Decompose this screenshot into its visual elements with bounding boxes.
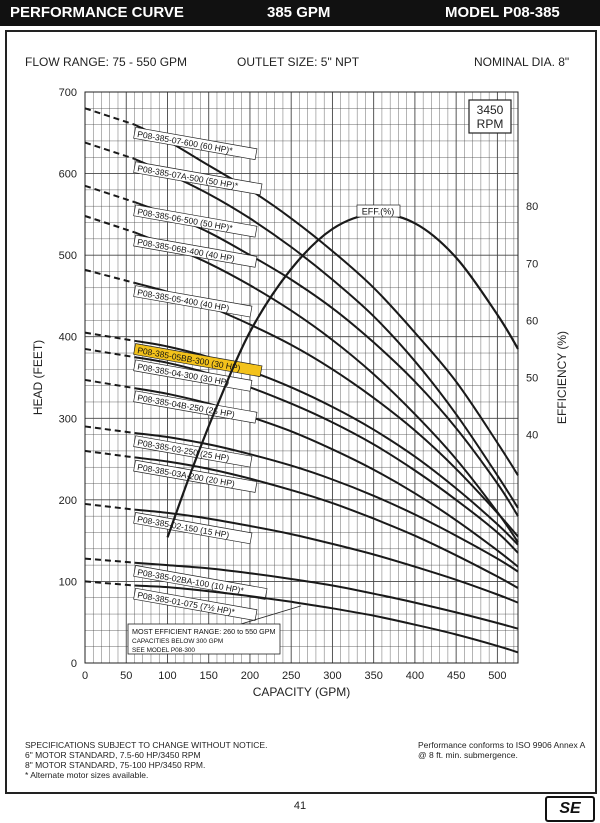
outlet-size: OUTLET SIZE: 5" NPT — [237, 55, 360, 69]
series-label-box — [133, 161, 263, 196]
model-label: MODEL P08-385 — [445, 4, 560, 21]
y-tick-label: 0 — [71, 658, 77, 670]
flow-range: FLOW RANGE: 75 - 550 GPM — [25, 55, 188, 69]
annotation-line: MOST EFFICIENT RANGE: 260 to 550 GPM — [132, 627, 276, 636]
series-dashed-start — [84, 268, 135, 284]
series-dashed-start — [84, 141, 135, 160]
x-tick-label: 0 — [82, 670, 88, 682]
note-line: * Alternate motor sizes available. — [25, 770, 149, 780]
series-dashed-start — [84, 502, 135, 511]
x-tick-label: 350 — [364, 670, 382, 682]
series-label-box — [133, 234, 258, 268]
series-line — [134, 561, 519, 630]
x-tick-label: 450 — [447, 670, 465, 682]
title: PERFORMANCE CURVE — [10, 4, 184, 21]
series-line — [134, 231, 519, 543]
efficiency-label-text: EFF.(%) — [362, 207, 395, 217]
x-tick-label: 300 — [323, 670, 341, 682]
series-line — [134, 356, 519, 554]
series-label-box — [133, 459, 258, 493]
y-tick-label: 700 — [59, 87, 77, 99]
x-tick-label: 100 — [158, 670, 176, 682]
x-tick-label: 150 — [200, 670, 218, 682]
page-number: 41 — [293, 800, 307, 812]
rpm-label: 3450 — [477, 103, 504, 117]
series-dashed-start — [84, 425, 135, 434]
gpm-label: 385 GPM — [267, 4, 331, 21]
efficient-range-note: MOST EFFICIENT RANGE: 260 to 550 GPM CAPA… — [127, 605, 302, 655]
rpm-frame — [468, 99, 512, 134]
series-dashed-start — [84, 331, 135, 342]
series-line — [134, 123, 519, 476]
series-dashed-start — [84, 184, 135, 204]
series-dashed-start — [84, 557, 135, 564]
y-tick-label: 100 — [59, 576, 77, 588]
series-label-box — [133, 126, 258, 161]
series-label-box — [133, 435, 253, 468]
series-line — [134, 584, 519, 654]
x-axis-label: CAPACITY (GPM) — [253, 685, 351, 699]
series-line — [134, 157, 519, 509]
y-axis-label: HEAD (FEET) — [31, 340, 45, 415]
series-line — [134, 432, 519, 573]
annotation-box — [127, 623, 281, 655]
series-label-box — [133, 204, 258, 238]
note-line: 8" MOTOR STANDARD, 75-100 HP/3450 RPM. — [25, 760, 206, 770]
header-bar: PERFORMANCE CURVE 385 GPM MODEL P08-385 — [0, 0, 600, 26]
series-line — [134, 508, 519, 604]
note-line: @ 8 ft. min. submergence. — [418, 750, 518, 760]
annotation-line: CAPACITIES BELOW 300 GPM — [132, 638, 223, 645]
y2-tick-label: 70 — [526, 258, 538, 270]
brand-logo: SE — [545, 796, 595, 822]
series-line — [134, 387, 519, 568]
x-tick-label: 250 — [282, 670, 300, 682]
y2-tick-label: 60 — [526, 315, 538, 327]
conformance-note: Performance conforms to ISO 9906 Annex A… — [418, 740, 585, 760]
y2-tick-label: 80 — [526, 201, 538, 213]
y2-axis-label: EFFICIENCY (%) — [555, 331, 569, 424]
y-tick-label: 600 — [59, 169, 77, 181]
note-line: 6" MOTOR STANDARD, 7.5-60 HP/3450 RPM — [25, 750, 201, 760]
series-line — [134, 456, 519, 589]
x-tick-label: 400 — [406, 670, 424, 682]
series-line — [134, 339, 519, 546]
x-tick-label: 200 — [241, 670, 259, 682]
y-tick-label: 200 — [59, 495, 77, 507]
annotation-line: SEE MODEL P08-300 — [132, 647, 195, 654]
series-label-box — [133, 390, 258, 424]
note-line: SPECIFICATIONS SUBJECT TO CHANGE WITHOUT… — [25, 740, 268, 750]
y-tick-label: 400 — [59, 332, 77, 344]
series-label-box — [133, 587, 258, 621]
series-label-box — [133, 359, 253, 392]
series-label-box — [133, 512, 253, 545]
x-tick-label: 500 — [488, 670, 506, 682]
efficiency-label: EFF.(%) — [356, 204, 401, 218]
plot-area — [85, 92, 518, 663]
series-dashed-start — [84, 378, 135, 390]
series-dashed-start — [84, 347, 135, 359]
series-dashed-start — [84, 449, 135, 459]
series-dashed-start — [84, 215, 135, 234]
y-tick-label: 300 — [59, 413, 77, 425]
nominal-dia: NOMINAL DIA. 8" — [474, 55, 570, 69]
plot-border — [84, 91, 519, 664]
note-line: Performance conforms to ISO 9906 Annex A — [418, 740, 586, 750]
y2-tick-label: 40 — [526, 430, 538, 442]
rpm-box — [468, 99, 512, 134]
series-label-box — [133, 285, 253, 318]
spec-notes: SPECIFICATIONS SUBJECT TO CHANGE WITHOUT… — [25, 740, 267, 780]
y-tick-label: 500 — [59, 250, 77, 262]
series-dashed-start — [84, 107, 135, 126]
efficiency-label-box — [356, 204, 401, 218]
rpm-label: RPM — [477, 117, 504, 131]
series-label-box — [133, 565, 268, 600]
annotation-leader — [233, 605, 302, 627]
series-dashed-start — [84, 580, 135, 587]
efficiency-line — [166, 212, 519, 538]
x-tick-label: 50 — [120, 670, 132, 682]
y2-tick-label: 50 — [526, 373, 538, 385]
series-label-box — [133, 343, 263, 378]
